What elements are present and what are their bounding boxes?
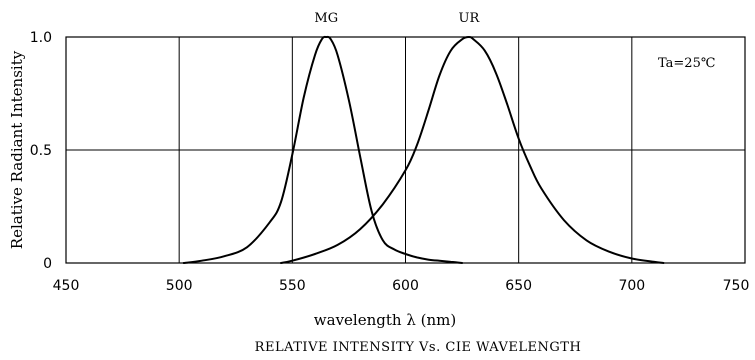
x-tick-label: 750 [723, 278, 750, 294]
series-label-ur: UR [458, 11, 480, 26]
x-tick-labels: 450 500 550 600 650 700 750 [53, 278, 750, 294]
series-label-mg: MG [314, 11, 338, 26]
x-tick-label: 500 [166, 278, 193, 294]
y-tick-label: 0 [43, 256, 52, 272]
grid [66, 37, 745, 263]
chart-title: RELATIVE INTENSITY Vs. CIE WAVELENGTH [255, 340, 582, 355]
temperature-annotation: Ta=25℃ [658, 56, 715, 71]
y-tick-labels: 0 0.5 1.0 [30, 30, 52, 272]
x-tick-label: 600 [392, 278, 419, 294]
y-tick-label: 1.0 [30, 30, 52, 46]
series-line-mg [182, 35, 464, 264]
series-line-ur [280, 36, 665, 264]
x-tick-label: 450 [53, 278, 80, 294]
y-axis-label: Relative Radiant Intensity [8, 50, 26, 249]
x-tick-label: 700 [618, 278, 645, 294]
y-tick-label: 0.5 [30, 143, 52, 159]
x-axis-label: wavelength λ (nm) [314, 311, 456, 329]
x-tick-label: 650 [505, 278, 532, 294]
x-tick-label: 550 [279, 278, 306, 294]
series-lines [182, 35, 665, 264]
series-labels: MG UR [314, 11, 480, 26]
